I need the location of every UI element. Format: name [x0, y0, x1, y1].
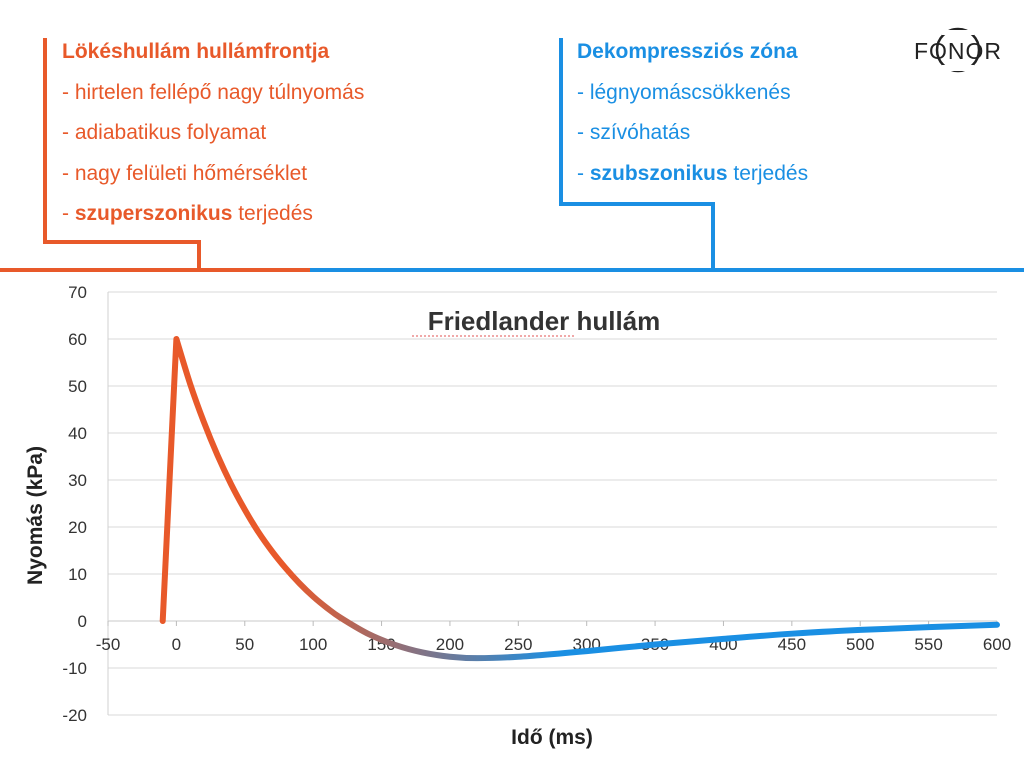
y-tick-label: 50 [68, 377, 87, 396]
shock-front-callout: Lökéshullám hullámfrontja - hirtelen fel… [62, 32, 364, 235]
decompression-callout: Dekompressziós zóna - légnyomáscsökkenés… [577, 32, 808, 194]
y-axis-label: Nyomás (kPa) [24, 446, 47, 585]
y-tick-label: 30 [68, 471, 87, 490]
x-tick-label: 450 [778, 635, 806, 654]
item-bold-text: szuperszonikus [75, 202, 233, 225]
logo-ring-gap [942, 30, 974, 35]
x-axis-label: Idő (ms) [511, 726, 593, 749]
shock-front-item: - adiabatikus folyamat [62, 113, 364, 154]
x-tick-label: 550 [914, 635, 942, 654]
x-tick-label: 200 [436, 635, 464, 654]
y-tick-label: 70 [68, 283, 87, 302]
decompression-item: - légnyomáscsökkenés [577, 73, 808, 114]
y-tick-label: 40 [68, 424, 87, 443]
shock-front-item: - nagy felületi hőmérséklet [62, 154, 364, 195]
x-tick-label: 0 [172, 635, 181, 654]
y-tick-label: 20 [68, 518, 87, 537]
x-tick-label: 600 [983, 635, 1011, 654]
y-tick-label: -20 [62, 706, 87, 725]
x-tick-label: 500 [846, 635, 874, 654]
logo-ring-gap [942, 65, 974, 71]
y-axis-ticks: 70 60 50 40 30 20 10 0 -10 -20 [62, 283, 87, 725]
x-tick-label: 250 [504, 635, 532, 654]
decompression-title: Dekompressziós zóna [577, 32, 808, 73]
item-rest-text: terjedés [728, 162, 809, 185]
y-tick-label: 0 [78, 612, 87, 631]
item-prefix: - [577, 162, 590, 185]
chart-title: Friedlander hullám [428, 306, 661, 336]
x-tick-label: 100 [299, 635, 327, 654]
item-prefix: - [62, 202, 75, 225]
logo-text: FONOR [914, 38, 1002, 64]
shock-front-item: - hirtelen fellépő nagy túlnyomás [62, 73, 364, 114]
y-tick-label: 60 [68, 330, 87, 349]
shock-front-item: - szuperszonikus terjedés [62, 194, 364, 235]
friedlander-series-line [163, 339, 997, 658]
fonor-logo: FONOR [912, 16, 1004, 78]
decompression-item: - szívóhatás [577, 113, 808, 154]
x-axis-ticks: -50 0 50 100 150 200 250 300 350 400 450 500 550 600 [96, 621, 1011, 654]
y-tick-label: -10 [62, 659, 87, 678]
item-rest-text: terjedés [232, 202, 313, 225]
y-tick-label: 10 [68, 565, 87, 584]
shock-front-title: Lökéshullám hullámfrontja [62, 32, 364, 73]
x-tick-label: -50 [96, 635, 121, 654]
item-bold-text: szubszonikus [590, 162, 728, 185]
decompression-item: - szubszonikus terjedés [577, 154, 808, 195]
x-tick-label: 50 [235, 635, 254, 654]
